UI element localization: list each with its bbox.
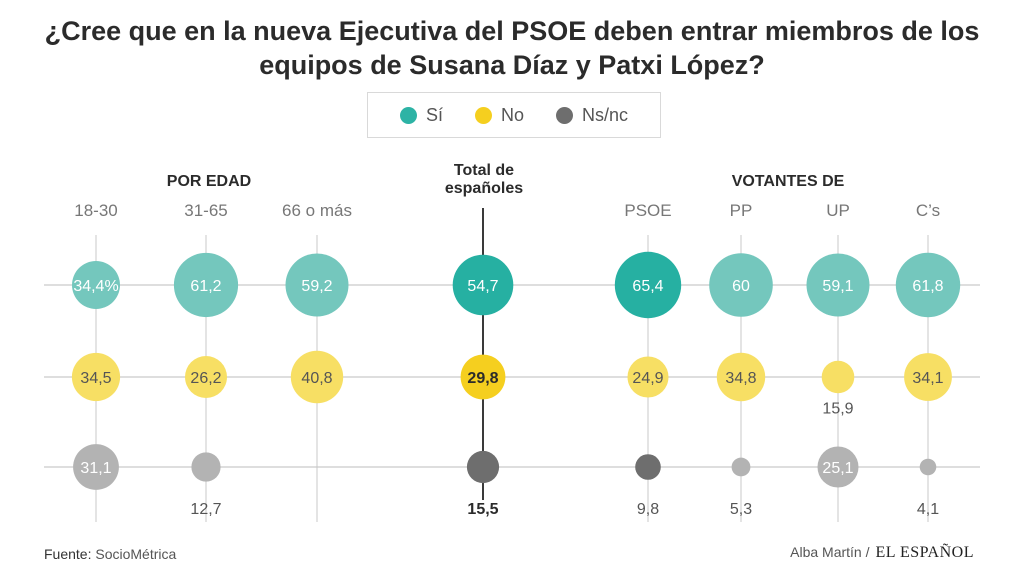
credits: Alba Martín / EL ESPAÑOL bbox=[790, 544, 974, 562]
source-name: SocioMétrica bbox=[95, 546, 177, 562]
value-label-si-18-30: 34,4% bbox=[73, 278, 118, 295]
group-label-votantes: VOTANTES DE bbox=[732, 173, 845, 190]
value-label-ns-nc-up: 25,1 bbox=[822, 460, 853, 477]
value-label-no-66-o-mas: 40,8 bbox=[301, 370, 332, 387]
bubble-si-18-30 bbox=[72, 261, 120, 309]
column-label-pp: PP bbox=[730, 201, 753, 220]
bubble-ns-nc-up bbox=[817, 446, 859, 488]
bubble-si-66-o-mas bbox=[285, 253, 349, 317]
legend-label-si: Sí bbox=[425, 104, 443, 125]
bubble-ns-nc-total-de-espanoles bbox=[466, 450, 500, 484]
value-label-no-18-30: 34,5 bbox=[80, 370, 111, 387]
legend-item-si: Sí bbox=[399, 104, 443, 126]
value-label-ns-nc-total-de-espanoles: 15,5 bbox=[467, 501, 498, 518]
column-label-psoe: PSOE bbox=[624, 201, 671, 220]
value-label-si-up: 59,1 bbox=[822, 278, 853, 295]
group-label-total-line2: españoles bbox=[445, 180, 523, 197]
value-label-ns-nc-18-30: 31,1 bbox=[80, 460, 111, 477]
bubble-no-up bbox=[821, 360, 855, 394]
legend: Sí No Ns/nc bbox=[367, 92, 661, 138]
author-credit: Alba Martín / bbox=[790, 544, 870, 560]
value-label-si-66-o-mas: 59,2 bbox=[301, 278, 332, 295]
bubble-si-psoe bbox=[614, 251, 682, 319]
value-label-no-psoe: 24,9 bbox=[632, 370, 663, 387]
value-label-ns-nc-31-65: 12,7 bbox=[190, 501, 221, 518]
legend-item-nsnc: Ns/nc bbox=[555, 104, 628, 126]
legend-label-no: No bbox=[500, 104, 524, 125]
value-label-si-pp: 60 bbox=[732, 278, 750, 295]
source-label: Fuente: bbox=[44, 546, 92, 562]
value-label-ns-nc-pp: 5,3 bbox=[730, 501, 752, 518]
bubble-no-31-65 bbox=[185, 356, 227, 398]
bubble-no-total-de-espanoles bbox=[460, 354, 506, 400]
value-label-si-psoe: 65,4 bbox=[632, 278, 663, 295]
group-label-edad: POR EDAD bbox=[167, 173, 251, 190]
bubble-no-pp bbox=[716, 352, 766, 402]
bubble-si-c-s bbox=[895, 252, 961, 318]
bubble-no-18-30 bbox=[71, 352, 121, 402]
value-label-si-total-de-espanoles: 54,7 bbox=[467, 278, 498, 295]
value-label-no-pp: 34,8 bbox=[725, 370, 756, 387]
bubble-no-c-s bbox=[904, 353, 952, 401]
brand-logo: EL ESPAÑOL bbox=[875, 544, 974, 561]
legend-swatch-nsnc bbox=[555, 106, 573, 124]
chart-title: ¿Cree que en la nueva Ejecutiva del PSOE… bbox=[44, 16, 980, 80]
value-label-no-31-65: 26,2 bbox=[190, 370, 221, 387]
bubble-no-psoe bbox=[627, 356, 669, 398]
column-label-31-65: 31-65 bbox=[184, 201, 227, 220]
bubble-si-31-65 bbox=[173, 252, 239, 318]
value-label-ns-nc-c-s: 4,1 bbox=[917, 501, 939, 518]
source-note: Fuente: SocioMétrica bbox=[44, 546, 176, 562]
legend-item-no: No bbox=[474, 104, 524, 126]
legend-label-nsnc: Ns/nc bbox=[581, 104, 628, 125]
bubble-ns-nc-psoe bbox=[635, 454, 661, 480]
bubble-si-pp bbox=[709, 253, 773, 317]
column-label-up: UP bbox=[826, 201, 850, 220]
bubble-si-total-de-espanoles bbox=[452, 254, 514, 316]
column-label-c-s: C’s bbox=[916, 201, 940, 220]
bubble-ns-nc-18-30 bbox=[73, 444, 119, 490]
bubble-si-up bbox=[806, 253, 870, 317]
value-label-si-31-65: 61,2 bbox=[190, 278, 221, 295]
value-label-no-c-s: 34,1 bbox=[912, 370, 943, 387]
bubble-ns-nc-31-65 bbox=[191, 452, 221, 482]
group-label-total-line1: Total de bbox=[454, 162, 514, 179]
value-label-si-c-s: 61,8 bbox=[912, 278, 943, 295]
value-label-ns-nc-psoe: 9,8 bbox=[637, 501, 659, 518]
bubble-ns-nc-c-s bbox=[919, 458, 937, 476]
legend-swatch-no bbox=[474, 106, 492, 124]
value-label-no-up: 15,9 bbox=[822, 400, 853, 417]
column-label-18-30: 18-30 bbox=[74, 201, 117, 220]
bubble-no-66-o-mas bbox=[290, 350, 344, 404]
legend-swatch-si bbox=[399, 106, 417, 124]
column-label-66-o-mas: 66 o más bbox=[282, 201, 352, 220]
value-label-no-total-de-espanoles: 29,8 bbox=[467, 370, 498, 387]
bubble-ns-nc-pp bbox=[731, 457, 751, 477]
